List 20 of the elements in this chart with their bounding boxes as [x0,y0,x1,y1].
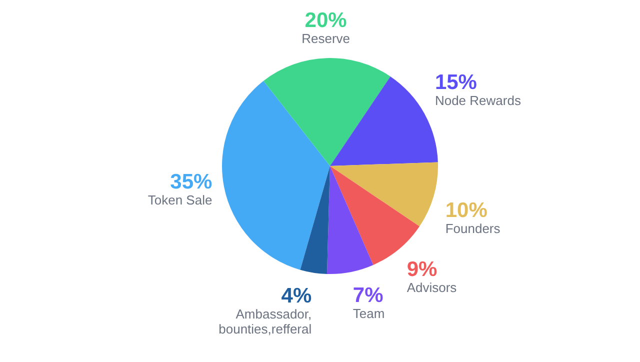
slice-label: Reserve [302,31,350,46]
slice-label: Advisors [406,280,458,296]
data-label: 15% [434,70,478,94]
pie-slice [330,76,438,166]
slice-label: Team [352,306,385,321]
slice-label: Node Rewards [434,92,522,108]
data-label: 10% [445,199,488,222]
slice-label: Token Sale [148,192,212,208]
slice-label: Founders [445,221,501,236]
data-label: 35% [170,170,213,194]
data-label: 4% [281,284,312,308]
pie-slice [222,80,330,270]
pie-slice [326,166,374,274]
pie-slice [300,166,330,274]
data-label: 9% [406,258,438,282]
slice-label: Ambassador, bounties,refferal [218,306,312,337]
data-label: 7% [352,284,384,307]
pie-slice [330,162,438,226]
data-label: 20% [304,9,348,32]
pie-slice [264,58,390,166]
